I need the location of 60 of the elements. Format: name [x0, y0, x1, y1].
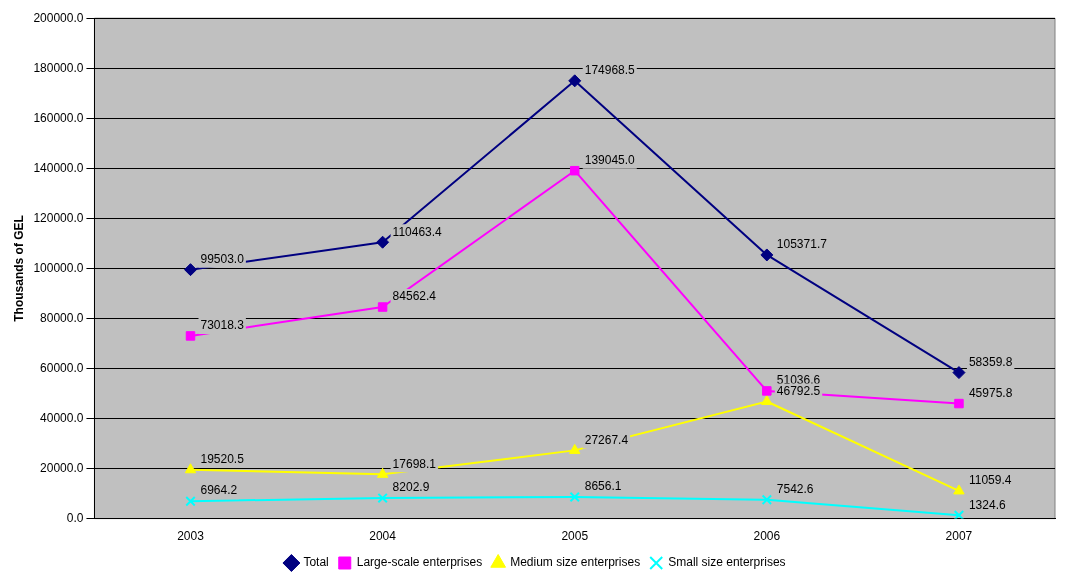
- y-tick-label: 40000.0: [40, 410, 84, 425]
- point: [184, 463, 197, 474]
- point: [953, 510, 965, 519]
- data-label: 58359.8: [968, 354, 1013, 369]
- data-label: 1324.6: [968, 497, 1006, 512]
- point: [952, 366, 966, 380]
- point: [953, 484, 965, 495]
- x-tick-label: 2003: [177, 529, 205, 544]
- point: [185, 331, 196, 341]
- data-label: 6964.2: [200, 483, 238, 498]
- data-label: 11059.4: [968, 473, 1012, 488]
- data-label: 7542.6: [776, 482, 814, 497]
- y-tick-label: 80000.0: [40, 310, 84, 325]
- data-label: 73018.3: [200, 318, 245, 333]
- y-tick-label: 20000.0: [40, 460, 84, 475]
- data-label: 174968.5: [584, 63, 636, 78]
- data-label: 19520.5: [200, 452, 245, 467]
- legend-label: Total: [303, 555, 329, 570]
- data-label: 17698.1: [392, 456, 437, 471]
- data-label: 8656.1: [584, 479, 622, 494]
- y-tick-label: 200000.0: [33, 10, 84, 25]
- x-tick-label: 2006: [753, 529, 781, 544]
- point: [569, 491, 580, 503]
- data-label: 8202.9: [392, 480, 430, 495]
- y-tick-label: 100000.0: [33, 260, 84, 275]
- point: [185, 495, 196, 507]
- point: [569, 165, 580, 176]
- point: [954, 398, 964, 409]
- x-tick-label: 2005: [561, 529, 589, 544]
- point: [568, 74, 582, 88]
- y-tick-label: 0.0: [66, 510, 84, 525]
- y-tick-label: 180000.0: [33, 60, 84, 75]
- point: [184, 263, 198, 277]
- y-tick-label: 60000.0: [40, 360, 84, 375]
- data-label: 99503.0: [200, 251, 245, 266]
- point: [376, 235, 390, 249]
- point: [377, 302, 388, 312]
- point: [377, 492, 388, 504]
- data-label: 139045.0: [584, 153, 636, 168]
- legend-label: Large-scale enterprises: [356, 555, 483, 570]
- legend-label: Medium size enterprises: [510, 555, 641, 570]
- y-tick-label: 120000.0: [33, 210, 84, 225]
- point: [569, 443, 581, 454]
- data-label: 45975.8: [968, 385, 1013, 400]
- y-tick-label: 160000.0: [33, 110, 84, 125]
- y-tick-label: 140000.0: [33, 160, 84, 175]
- point: [760, 248, 774, 262]
- legend-label: Small size enterprises: [668, 555, 786, 570]
- x-tick-label: 2007: [945, 529, 973, 544]
- point: [761, 494, 773, 505]
- point: [762, 386, 772, 396]
- y-axis-title: Thousands of GEL: [11, 215, 26, 322]
- data-label: 110463.4: [392, 224, 443, 239]
- data-label: 46792.5: [776, 383, 821, 398]
- data-label: 84562.4: [392, 289, 437, 304]
- data-label: 27267.4: [584, 432, 629, 447]
- point: [761, 395, 773, 406]
- data-label: 105371.7: [776, 237, 828, 252]
- x-tick-label: 2004: [369, 529, 397, 544]
- point: [376, 467, 389, 478]
